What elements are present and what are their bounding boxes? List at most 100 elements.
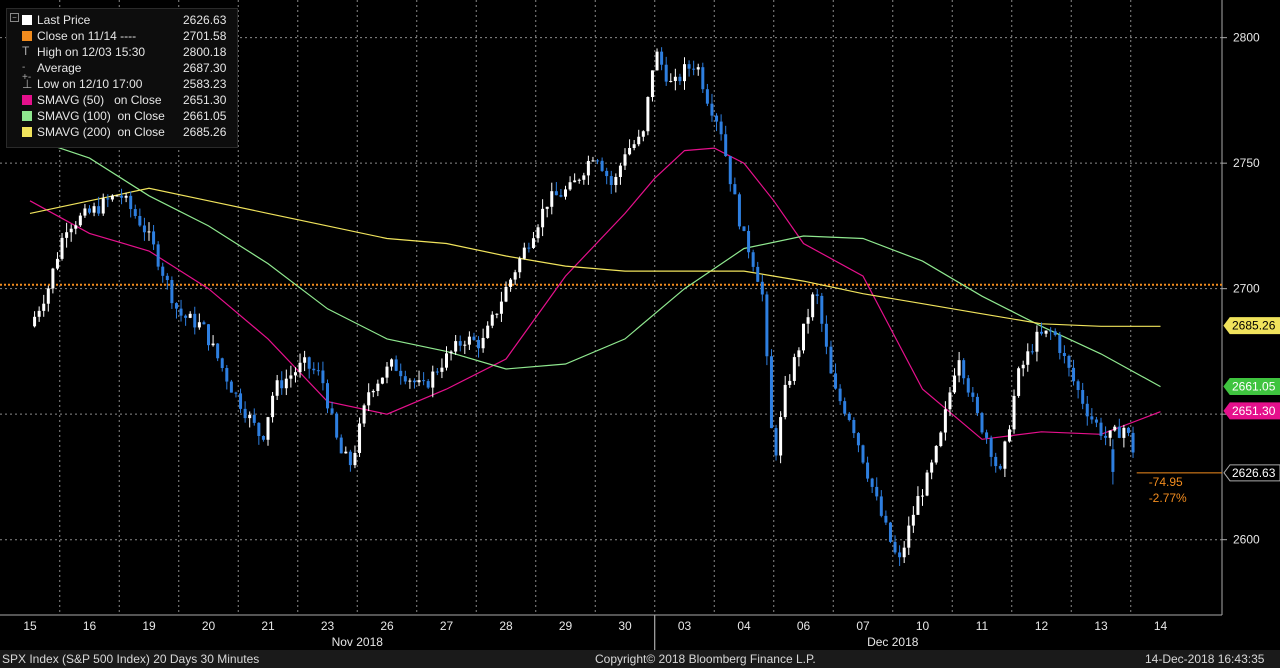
candle-body <box>1090 416 1094 420</box>
candle-body <box>174 303 178 309</box>
month-label: Nov 2018 <box>332 635 384 649</box>
candle-body <box>632 144 636 148</box>
candle-body <box>902 547 906 558</box>
candle-body <box>504 286 508 302</box>
candle-body <box>110 195 114 200</box>
legend-value: 2701.58 <box>183 29 227 43</box>
candle-body <box>765 294 769 357</box>
candle-body <box>806 317 810 324</box>
candle-body <box>330 408 334 414</box>
candle-body <box>998 466 1002 469</box>
candle-body <box>650 70 654 98</box>
candle-body <box>925 472 929 496</box>
candle-body <box>316 370 320 372</box>
candle-body <box>248 414 252 419</box>
candle-body <box>326 383 329 409</box>
candle-body <box>92 206 96 213</box>
candle-body <box>385 366 389 378</box>
candle-body <box>518 258 522 273</box>
candle-body <box>490 314 494 326</box>
legend-value: 2626.63 <box>183 13 227 27</box>
candle-body <box>403 376 407 382</box>
candle-body <box>527 247 531 249</box>
candle-body <box>380 377 384 384</box>
candle-body <box>957 360 961 376</box>
candle-body <box>229 381 233 393</box>
candle-body <box>431 371 435 388</box>
x-tick-label: 29 <box>559 619 573 633</box>
candle-body <box>165 275 169 281</box>
candle-body <box>115 195 119 197</box>
x-tick-label: 23 <box>321 619 335 633</box>
candle-body <box>399 370 403 377</box>
legend-value: 2687.30 <box>183 61 227 75</box>
candle-body <box>120 195 124 198</box>
candle-body <box>669 80 673 82</box>
security-description: SPX Index (S&P 500 Index) 20 Days 30 Min… <box>2 652 260 666</box>
candle-body <box>207 324 210 346</box>
candle-body <box>783 384 787 418</box>
price-tag <box>1223 317 1280 335</box>
price-tag-label: 2626.63 <box>1232 466 1276 480</box>
candle-body <box>211 343 215 346</box>
candle-body <box>705 89 709 104</box>
candle-body <box>824 323 828 347</box>
candle-body <box>147 231 151 233</box>
candle-body <box>747 230 751 253</box>
candle-body <box>78 215 82 226</box>
candle-body <box>888 522 892 542</box>
legend-value: 2800.18 <box>183 45 227 59</box>
chart-legend: − Last Price 2626.63 Close on 11/14 ----… <box>6 8 238 148</box>
candle-body <box>728 156 732 185</box>
legend-collapse-icon[interactable]: − <box>10 13 19 22</box>
candle-body <box>719 121 723 135</box>
candle-body <box>536 227 540 239</box>
x-tick-label: 10 <box>916 619 930 633</box>
legend-value: 2583.23 <box>183 77 227 91</box>
candle-body <box>239 393 243 409</box>
candle-body <box>898 552 902 558</box>
candle-body <box>559 195 563 197</box>
candle-body <box>1062 352 1066 357</box>
candle-body <box>101 198 105 214</box>
legend-label: SMAVG (100) on Close <box>37 109 165 123</box>
candle-body <box>129 195 133 210</box>
candle-body <box>582 175 586 180</box>
candle-body <box>1094 419 1098 423</box>
candle-body <box>152 231 156 245</box>
x-tick-label: 21 <box>261 619 275 633</box>
candle-body <box>934 446 938 463</box>
candle-body <box>271 395 275 418</box>
candle-body <box>724 134 728 157</box>
candle-body <box>55 258 59 269</box>
legend-label: Low on 12/10 17:00 <box>37 77 143 91</box>
candle-body <box>1035 331 1039 352</box>
legend-value: 2685.26 <box>183 125 227 139</box>
y-tick-label: 2800 <box>1233 31 1260 45</box>
legend-label: Last Price <box>37 13 91 27</box>
candle-body <box>884 515 888 523</box>
moving-average-line <box>29 137 1161 388</box>
legend-label: SMAVG (50) on Close <box>37 93 162 107</box>
candle-body <box>344 451 348 454</box>
x-tick-label: 30 <box>618 619 632 633</box>
candle-body <box>499 301 503 314</box>
x-tick-label: 16 <box>83 619 97 633</box>
candle-body <box>733 184 737 195</box>
legend-swatch <box>22 15 32 25</box>
candle-body <box>486 325 490 338</box>
x-tick-label: 26 <box>380 619 394 633</box>
candle-body <box>710 103 714 116</box>
candle-body <box>792 357 796 381</box>
candle-body <box>216 343 220 359</box>
candle-body <box>975 396 979 414</box>
candle-body <box>257 422 261 436</box>
candle-body <box>637 136 641 145</box>
candle-body <box>943 409 947 433</box>
timestamp: 14-Dec-2018 16:43:35 <box>1145 652 1265 666</box>
moving-average-line <box>29 187 1161 327</box>
candle-body <box>646 97 650 132</box>
candle-body <box>760 281 764 295</box>
candle-body <box>266 417 270 440</box>
candle-body <box>596 160 600 162</box>
